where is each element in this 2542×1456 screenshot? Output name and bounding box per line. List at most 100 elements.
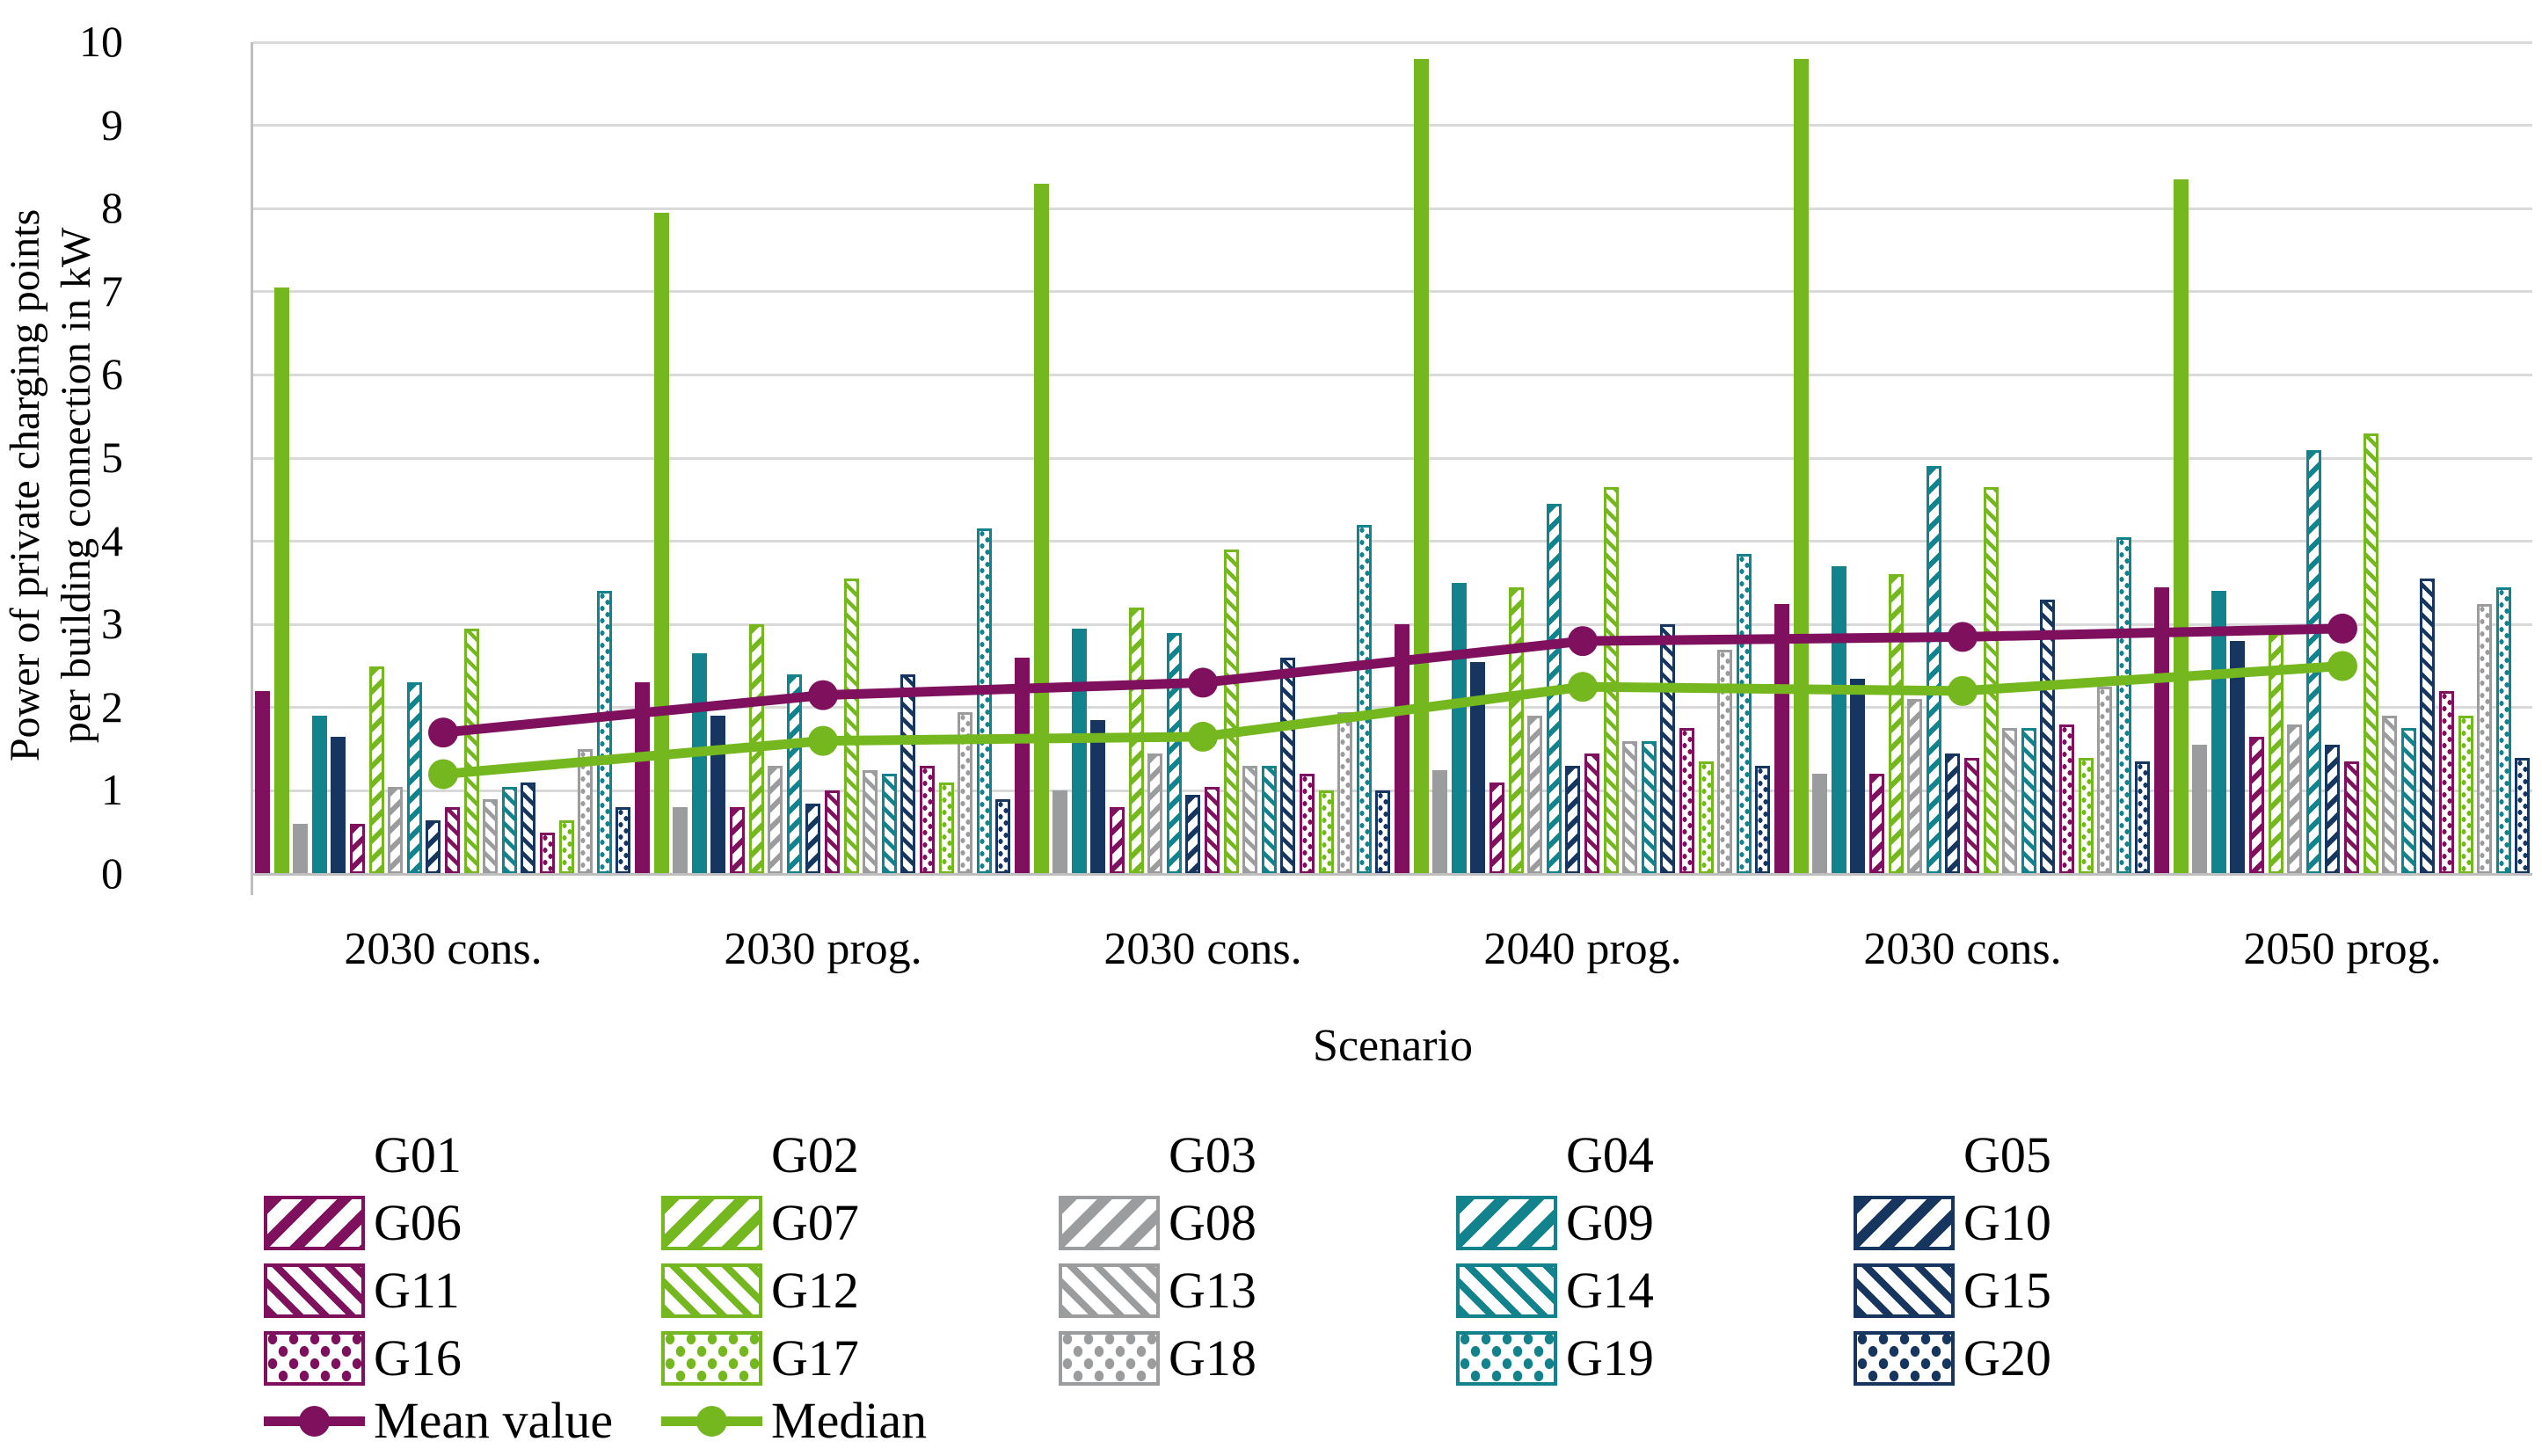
bar-G03-2030 prog. [673,807,688,874]
bar-G10-2050 prog. [2325,745,2341,874]
legend-item-G15: G15 [1854,1263,2051,1318]
bar-G16-2030 cons. [2059,724,2074,874]
legend-label-G05: G05 [1963,1126,2051,1183]
bar-G13-2030 cons. [2002,728,2018,874]
bar-G19-2050 prog. [2495,586,2511,874]
bar-group-4 [1773,42,2152,874]
legend-swatch-G18 [1059,1331,1160,1386]
legend-line-stroke [661,1416,762,1426]
bar-G02-2040 prog. [1413,58,1429,874]
marker-mean-value-0 [428,717,458,748]
legend-swatch-G06 [264,1196,365,1250]
legend-item-G04: G04 [1456,1128,1654,1183]
legend-label-G07: G07 [771,1194,859,1251]
legend-swatch-G13 [1059,1263,1160,1318]
legend-item-G13: G13 [1059,1263,1256,1318]
bar-G14-2030 cons. [501,786,517,874]
x-axis-title: Scenario [1313,1021,1473,1071]
legend-item-G03: G03 [1059,1128,1256,1183]
bar-G09-2030 prog. [786,673,802,874]
x-category-label-5: 2050 prog. [2243,924,2442,974]
bar-G13-2030 cons. [1242,766,1258,874]
marker-median-5 [2327,651,2357,681]
legend-swatch-G17 [661,1331,762,1386]
marker-mean-value-5 [2327,613,2357,644]
legend-swatch-G15 [1854,1263,1955,1318]
bar-G02-2030 cons. [273,288,289,874]
bar-G15-2050 prog. [2420,579,2436,874]
legend-label-G11: G11 [374,1262,460,1319]
bar-G15-2030 cons. [1280,658,1296,874]
legend-item-G10: G10 [1854,1196,2051,1250]
x-category-label-2: 2030 cons. [1103,924,1302,974]
gridline-10 [253,40,2532,44]
bar-G14-2030 cons. [2021,728,2036,874]
bar-G14-2050 prog. [2400,728,2416,874]
legend-item-G01: G01 [264,1128,462,1183]
legend-swatch-G02 [661,1128,762,1183]
gridline-9 [253,124,2532,127]
marker-median-2 [1188,721,1218,752]
legend-item-G16: G16 [264,1331,462,1386]
bar-G06-2040 prog. [1490,782,1504,874]
legend-swatch-G03 [1059,1128,1160,1183]
gridline-1 [253,789,2532,792]
x-category-label-1: 2030 prog. [724,924,922,974]
bar-G05-2030 prog. [710,716,726,874]
bar-G10-2030 cons. [426,819,441,874]
legend-swatch-G05 [1854,1128,1955,1183]
legend-swatch-G10 [1854,1196,1955,1250]
legend-item-G12: G12 [661,1263,859,1318]
marker-median-3 [1568,672,1598,703]
y-tick-label-0: 0 [101,848,123,898]
bar-G11-2050 prog. [2344,761,2359,874]
legend-line-swatch-median [661,1394,762,1448]
bar-G05-2040 prog. [1470,661,1486,874]
bar-G20-2030 prog. [995,798,1011,874]
legend-swatch-G12 [661,1263,762,1318]
bar-G02-2030 cons. [1033,183,1049,874]
plot-area [253,40,2532,876]
bar-G18-2040 prog. [1717,649,1733,874]
marker-median-1 [808,725,838,756]
bar-G12-2030 cons. [1983,487,1999,874]
bar-G11-2030 cons. [1964,757,1979,874]
legend-item-G07: G07 [661,1196,859,1250]
bar-G11-2030 cons. [445,807,460,874]
bar-G09-2050 prog. [2305,449,2321,874]
y-tick-label-7: 7 [101,266,123,316]
y-tick-label-9: 9 [101,99,123,149]
y-tick-label-6: 6 [101,349,123,399]
legend-item-G05: G05 [1854,1128,2051,1183]
bar-G07-2030 cons. [368,666,384,874]
bar-G10-2030 cons. [1945,753,1961,874]
legend-item-G14: G14 [1456,1263,1654,1318]
bar-G19-2040 prog. [1736,553,1752,874]
bar-G16-2030 cons. [540,832,555,874]
bar-G20-2030 cons. [1375,790,1391,874]
legend-label-G18: G18 [1169,1329,1256,1387]
bar-G12-2030 cons. [463,628,479,874]
legend-item-G20: G20 [1854,1331,2051,1386]
legend-label-G01: G01 [374,1126,462,1183]
marker-mean-value-4 [1948,622,1978,652]
legend-line-marker [299,1406,330,1437]
bar-G08-2030 cons. [388,786,404,874]
legend-label-G08: G08 [1169,1194,1256,1251]
bar-G05-2030 cons. [1850,678,1866,874]
bar-G14-2030 prog. [881,774,897,874]
bar-G13-2030 prog. [863,769,878,874]
bar-G07-2040 prog. [1508,586,1524,874]
y-tick-label-4: 4 [101,515,123,565]
y-tick-label-1: 1 [101,765,123,815]
legend-line-marker [696,1406,727,1437]
bar-G18-2050 prog. [2477,603,2493,874]
bar-group-5 [2152,42,2532,874]
bar-G05-2030 cons. [1090,720,1106,874]
bar-G10-2030 prog. [805,803,821,874]
bar-G19-2030 prog. [976,528,992,874]
bar-G04-2030 cons. [1831,565,1846,874]
legend-label-G13: G13 [1169,1262,1256,1319]
y-tick-label-5: 5 [101,433,123,482]
